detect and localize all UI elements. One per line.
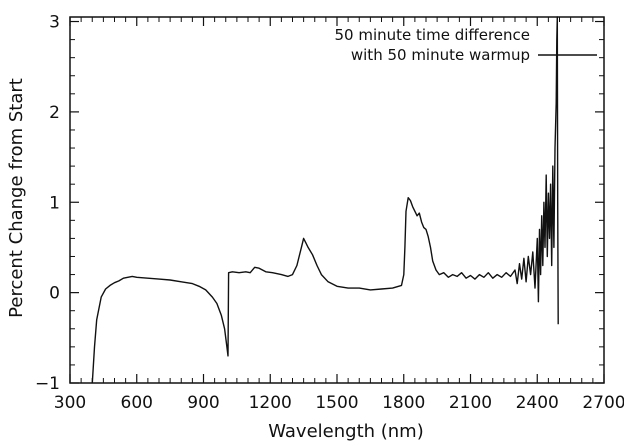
y-tick-label: 0 [49,284,60,304]
x-tick-label: 2400 [516,393,559,413]
legend-label: 50 minute time difference [335,26,530,44]
x-tick-label: 2100 [449,393,492,413]
x-tick-label: 1800 [382,393,425,413]
x-tick-label: 600 [121,393,153,413]
y-tick-label: −1 [35,374,60,394]
x-tick-label: 2700 [582,393,624,413]
x-axis-label: Wavelength (nm) [268,421,424,442]
x-tick-label: 300 [54,393,86,413]
y-tick-label: 2 [49,103,60,123]
x-tick-label: 1500 [315,393,358,413]
y-axis-label: Percent Change from Start [6,78,27,318]
legend: 50 minute time difference with 50 minute … [335,26,597,64]
x-tick-label: 1200 [249,393,292,413]
x-tick-label: 900 [187,393,219,413]
plot-area [91,16,559,384]
series-line [91,16,559,384]
axes: 300 600 900 1200 1500 1800 2100 2400 2700 −1 0 1 2 3 [35,13,624,413]
legend-label: with 50 minute warmup [351,46,530,64]
y-tick-label: 3 [49,13,60,33]
y-tick-label: 1 [49,193,60,213]
